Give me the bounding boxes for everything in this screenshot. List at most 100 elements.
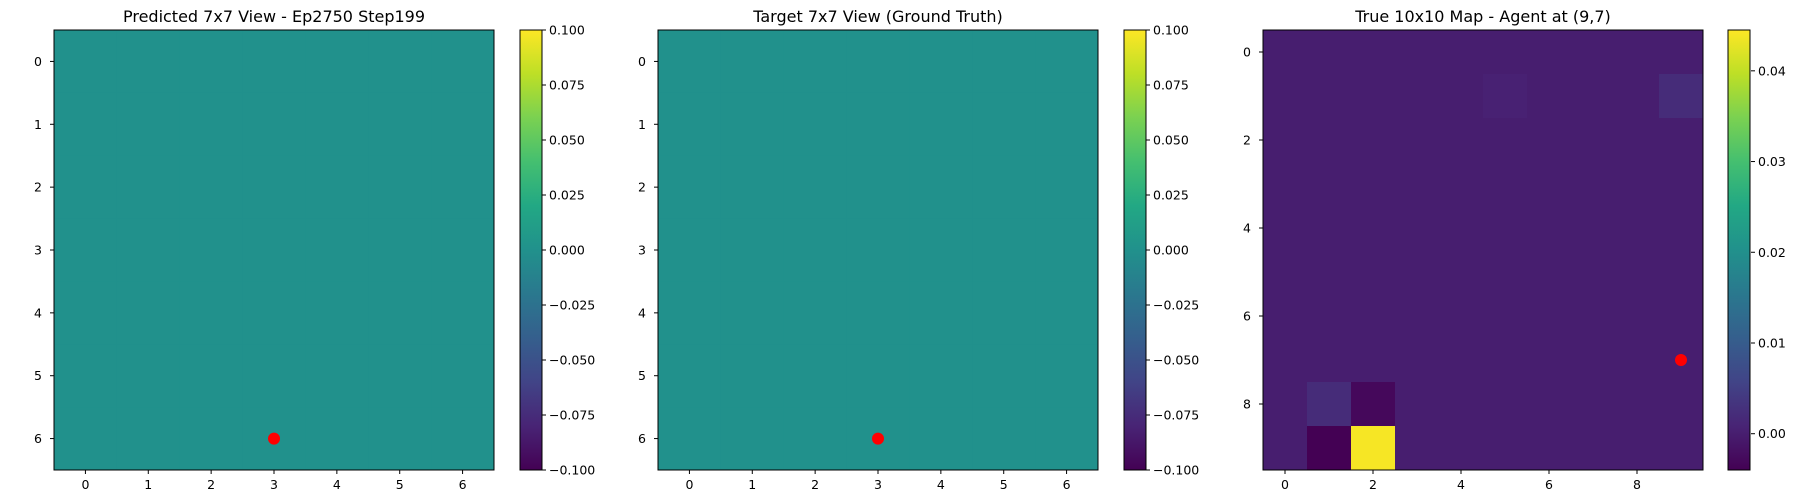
panel-title: Predicted 7x7 View - Ep2750 Step199: [123, 7, 425, 26]
heatmap-cell: [972, 92, 1036, 157]
heatmap-cell: [658, 218, 722, 282]
colorbar-tick-label: 0.050: [549, 133, 585, 148]
colorbar-tick-label: 0.075: [549, 78, 585, 93]
heatmap-cell: [179, 281, 244, 345]
heatmap-cell: [658, 281, 722, 345]
heatmap-cell: [1307, 250, 1352, 295]
colorbar-tick-label: 0.075: [1153, 78, 1189, 93]
heatmap-cell: [1395, 74, 1440, 119]
heatmap-cell: [1527, 426, 1572, 471]
x-tick-label: 0: [685, 477, 693, 492]
heatmap-cell: [305, 218, 369, 282]
heatmap-cell: [1571, 338, 1616, 383]
heatmap-cell: [1395, 30, 1440, 75]
heatmap-cell: [720, 344, 785, 408]
y-tick-label: 0: [638, 54, 646, 69]
colorbar-tick-label: 0.04: [1758, 63, 1786, 78]
x-tick-label: 0: [81, 477, 89, 492]
x-tick-label: 4: [333, 477, 341, 492]
heatmap-cell: [1395, 250, 1440, 295]
heatmap-cell: [242, 218, 306, 282]
heatmap-cell: [1439, 250, 1484, 295]
heatmap-cell: [1659, 206, 1704, 251]
y-tick-label: 5: [638, 368, 646, 383]
heatmap-cell: [368, 407, 432, 471]
heatmap-cell: [1615, 206, 1660, 251]
heatmap-cell: [368, 344, 432, 408]
heatmap-cell: [242, 281, 306, 345]
heatmap-cell: [1307, 294, 1352, 339]
heatmap-cell: [1483, 162, 1528, 207]
heatmap-cell: [783, 155, 848, 220]
x-tick-label: 4: [937, 477, 945, 492]
heatmap-cell: [1307, 30, 1352, 75]
heatmap-cell: [783, 407, 848, 471]
heatmap-cell: [1263, 30, 1308, 75]
heatmap-cell: [658, 30, 722, 94]
heatmap-cell: [242, 155, 306, 220]
colorbar-tick-label: 0.100: [1153, 23, 1189, 38]
heatmap-cell: [1659, 250, 1704, 295]
heatmap-cell: [179, 155, 244, 220]
x-tick-label: 0: [1281, 477, 1289, 492]
colorbar: [1727, 29, 1751, 471]
heatmap-cell: [1659, 382, 1704, 427]
heatmap-cell: [1527, 162, 1572, 207]
y-tick-label: 1: [34, 117, 42, 132]
heatmap-cell: [909, 344, 973, 408]
x-tick-label: 2: [207, 477, 215, 492]
heatmap-cell: [1035, 218, 1099, 282]
heatmap-cell: [1615, 30, 1660, 75]
heatmap-cell: [116, 218, 181, 282]
colorbar-tick-label: 0.01: [1758, 335, 1786, 350]
heatmap-cell: [1439, 118, 1484, 163]
heatmap-cell: [305, 92, 369, 157]
heatmap-cell: [1035, 281, 1099, 345]
heatmap-cell: [720, 155, 785, 220]
heatmap-cell: [179, 92, 244, 157]
axis-ticks: 0 1 2 3 4 5 6 0 1 2 3 4 5 6: [34, 54, 467, 492]
heatmap-cell: [972, 407, 1036, 471]
heatmap-cell: [1439, 338, 1484, 383]
heatmap-cell: [1527, 338, 1572, 383]
heatmap-cell: [1307, 338, 1352, 383]
heatmap-cell: [54, 155, 118, 220]
heatmap-cell: [1035, 92, 1099, 157]
heatmap-cell: [431, 344, 495, 408]
y-tick-label: 5: [34, 368, 42, 383]
heatmap-cells: [1263, 30, 1704, 471]
heatmap-cell: [368, 30, 432, 94]
heatmap-cell: [658, 407, 722, 471]
y-tick-label: 8: [1243, 397, 1251, 412]
panel-title: Target 7x7 View (Ground Truth): [752, 7, 1003, 26]
heatmap-cell: [54, 407, 118, 471]
heatmap-cell: [1615, 382, 1660, 427]
heatmap-cell: [1659, 74, 1704, 119]
heatmap-cell: [431, 92, 495, 157]
heatmap-cell: [1035, 30, 1099, 94]
heatmap-cell: [1483, 294, 1528, 339]
heatmap-cell: [1483, 206, 1528, 251]
y-tick-label: 0: [34, 54, 42, 69]
plot-frame: [1262, 29, 1704, 471]
heatmap-cell: [1351, 250, 1396, 295]
heatmap-cell: [972, 344, 1036, 408]
heatmap-cell: [1615, 338, 1660, 383]
y-tick-label: 2: [1243, 133, 1251, 148]
heatmap-cell: [1439, 30, 1484, 75]
heatmap-cell: [1439, 74, 1484, 119]
colorbar-tick-label: −0.025: [1153, 298, 1199, 313]
heatmap-cell: [1263, 250, 1308, 295]
heatmap-cell: [1307, 426, 1352, 471]
heatmap-cell: [1439, 382, 1484, 427]
heatmap-cell: [1351, 118, 1396, 163]
heatmap-cell: [972, 281, 1036, 345]
heatmap-cell: [116, 30, 181, 94]
heatmap-cell: [658, 155, 722, 220]
heatmap-cell: [1527, 250, 1572, 295]
colorbar-tick-label: −0.025: [549, 298, 595, 313]
heatmap-cell: [431, 407, 495, 471]
heatmap-cell: [179, 344, 244, 408]
heatmap-cell: [720, 407, 785, 471]
